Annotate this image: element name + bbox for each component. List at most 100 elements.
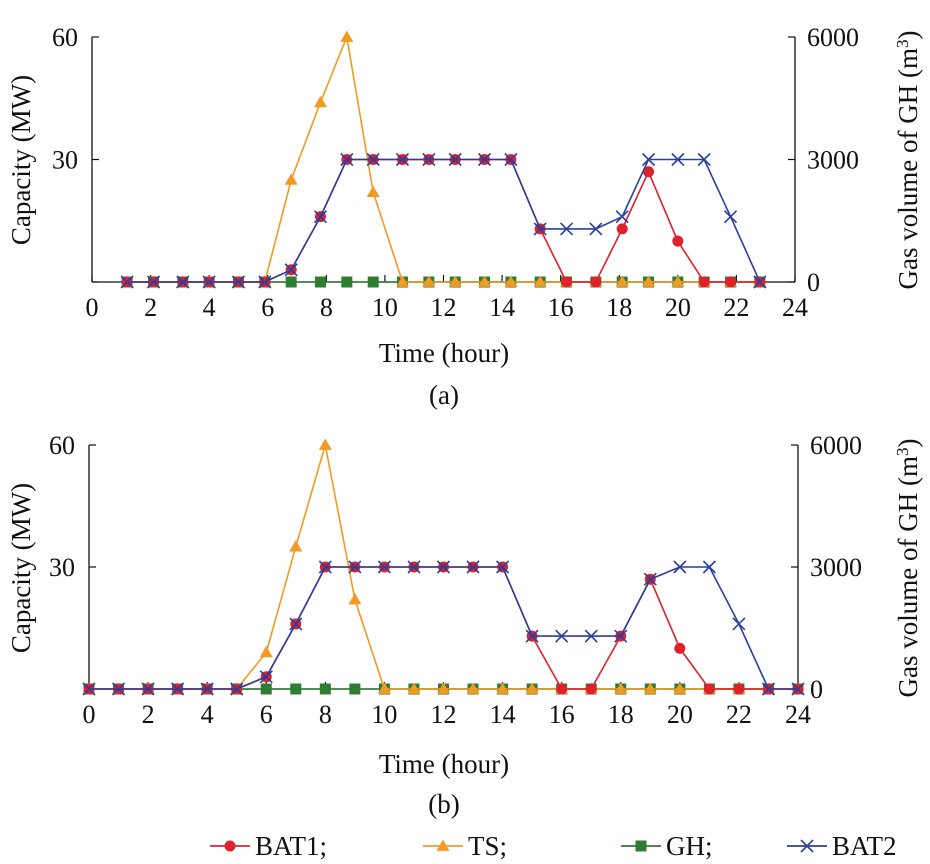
chart-b-y-left-tick-label: 30 xyxy=(49,553,75,582)
chart-a-point-bat2 xyxy=(641,152,656,167)
chart-b-y-right-label: Gas volume of GH (m3) xyxy=(893,439,923,698)
chart-a-point-ts xyxy=(366,185,380,198)
chart-b-point-bat2 xyxy=(348,560,362,574)
chart-b-point-bat2 xyxy=(525,629,539,643)
chart-b-point-ts xyxy=(614,682,628,694)
chart-b-point-ts xyxy=(525,682,539,694)
chart-a-point-bat2 xyxy=(340,152,354,167)
chart-a-y-right-label-sup: 3 xyxy=(893,40,912,49)
chart-a-point-ts xyxy=(284,173,298,185)
chart-a-point-bat2 xyxy=(615,210,629,224)
chart-b-point-gh xyxy=(349,683,361,695)
chart-b-point-bat2 xyxy=(377,560,391,574)
chart-b-point-gh xyxy=(319,683,331,695)
chart-a-point-bat2 xyxy=(313,210,328,224)
chart-b-y-left-tick-label: 60 xyxy=(49,431,75,460)
chart-b-point-bat2 xyxy=(82,682,96,696)
chart-a-x-tick-label: 8 xyxy=(320,293,333,322)
chart-b-point-bat1 xyxy=(703,683,715,695)
chart-b-point-bat2 xyxy=(200,682,214,696)
chart-a-x-tick-label: 10 xyxy=(372,293,398,322)
chart-b-point-bat2 xyxy=(141,682,155,696)
chart-b-y-right-label-close: ) xyxy=(893,439,923,448)
chart-a-series-ts xyxy=(120,30,767,287)
chart-b-point-bat2 xyxy=(318,560,332,574)
chart-a-point-bat1 xyxy=(561,276,573,288)
chart-b-x-tick-label: 4 xyxy=(201,700,214,729)
chart-a-x-tick-label: 4 xyxy=(203,293,216,322)
chart-b-point-bat1 xyxy=(674,642,686,654)
legend-item-bat1: BAT1; xyxy=(210,831,327,861)
chart-a-x-tick-label: 22 xyxy=(723,293,749,322)
chart-b-x-tick-label: 24 xyxy=(785,700,811,729)
chart-a-point-bat2 xyxy=(366,152,380,167)
chart-b-x-tick-label: 6 xyxy=(260,700,273,729)
chart-b-x-tick-label: 16 xyxy=(549,700,575,729)
chart-b-x-tick-label: 10 xyxy=(371,700,397,729)
chart-a-point-bat1 xyxy=(590,276,602,288)
legend-item-bat2: BAT2 xyxy=(787,831,897,861)
chart-b-point-bat2 xyxy=(171,682,185,696)
chart-b-x-tick-label: 18 xyxy=(608,700,634,729)
chart-a-x-tick-label: 2 xyxy=(144,293,157,322)
chart-a-point-bat1 xyxy=(643,166,655,178)
chart-a-point-bat2 xyxy=(120,275,134,289)
chart-a-point-bat2 xyxy=(559,222,574,236)
chart-b-point-bat1 xyxy=(556,683,568,695)
chart-b-point-bat2 xyxy=(289,617,303,631)
chart-a-point-bat2 xyxy=(723,210,738,224)
legend-swatch-marker xyxy=(436,839,450,851)
legend-item-ts: TS; xyxy=(423,831,507,861)
chart-b-line-bat1 xyxy=(89,566,798,690)
chart-b-point-ts xyxy=(437,682,450,694)
chart-b-x-tick-label: 14 xyxy=(490,700,516,729)
chart-b-point-bat2 xyxy=(230,682,244,696)
chart-a-point-bat2 xyxy=(146,275,161,289)
chart-b-point-gh xyxy=(260,683,272,695)
chart-b-x-tick-label: 22 xyxy=(726,700,752,729)
chart-a-point-ts xyxy=(313,95,327,108)
chart-b-point-bat2 xyxy=(732,617,746,631)
chart-b-point-ts xyxy=(318,438,332,450)
chart-a-point-gh xyxy=(367,276,379,288)
chart-b-point-bat2 xyxy=(791,682,805,696)
chart-a-caption: (a) xyxy=(429,380,459,410)
chart-a-point-ts xyxy=(642,275,656,287)
chart-a-point-gh xyxy=(285,276,297,288)
chart-b-point-bat2 xyxy=(466,560,480,574)
chart-a-point-ts xyxy=(395,275,409,287)
chart-b-y-left-label: Capacity (MW) xyxy=(6,483,36,653)
legend-label: BAT1; xyxy=(255,831,327,861)
chart-b-point-bat2 xyxy=(436,560,451,574)
chart-b-series-bat2 xyxy=(82,560,805,696)
chart-a-point-ts xyxy=(422,275,436,287)
chart-b-x-tick-label: 12 xyxy=(431,700,457,729)
legend-item-gh: GH; xyxy=(621,831,713,861)
chart-b-point-ts xyxy=(407,682,421,694)
chart-b-x-tick-label: 0 xyxy=(83,700,96,729)
chart-a-point-bat1 xyxy=(698,276,710,288)
chart-b-point-bat2 xyxy=(673,560,687,574)
chart-b-point-ts xyxy=(259,645,273,658)
chart-a-y-left-tick-label: 30 xyxy=(52,146,78,175)
chart-a-point-bat2 xyxy=(284,263,298,277)
chart-a-point-ts xyxy=(533,275,547,287)
chart-a-point-bat2 xyxy=(697,152,711,167)
chart-a-line-bat2 xyxy=(127,158,761,283)
chart-b-x-tick-label: 8 xyxy=(319,700,332,729)
chart-a-y-left-tick-label: 60 xyxy=(52,23,78,52)
chart-a-x-tick-label: 18 xyxy=(606,293,632,322)
chart-b-point-bat2 xyxy=(584,629,598,643)
legend-swatch-marker xyxy=(635,840,647,852)
chart-a-x-tick-label: 14 xyxy=(489,293,515,322)
chart-a-point-bat2 xyxy=(477,152,492,167)
chart-b-point-gh xyxy=(290,683,302,695)
legend-label: GH; xyxy=(666,831,713,861)
chart-a-x-tick-label: 24 xyxy=(782,293,808,322)
chart-b-point-ts xyxy=(496,682,510,694)
chart-b: Capacity (MW) Gas volume of GH (m3) Time… xyxy=(6,431,923,819)
chart-a-y-right-tick-label: 3000 xyxy=(807,146,859,175)
chart-b-series-bat1 xyxy=(83,561,804,695)
